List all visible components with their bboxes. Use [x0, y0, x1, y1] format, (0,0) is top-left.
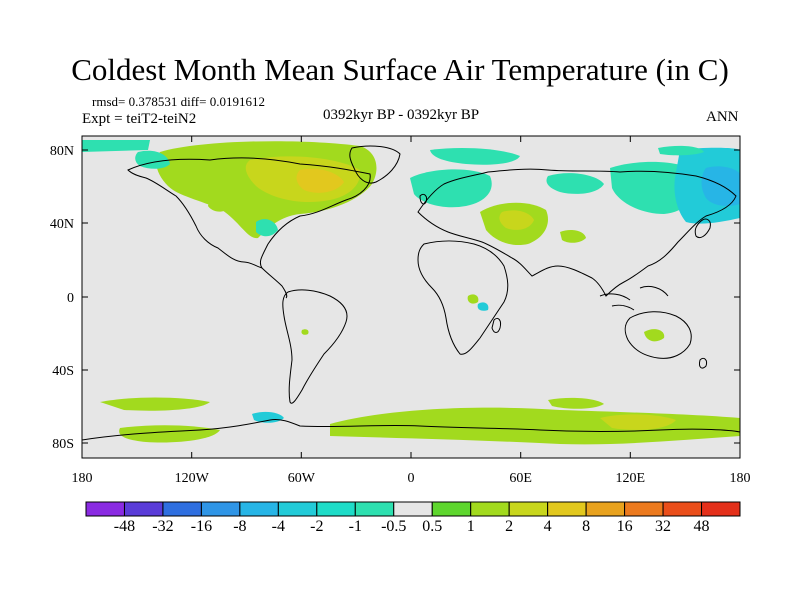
- colorbar-label: 16: [616, 518, 633, 535]
- colorbar-label: 2: [505, 518, 514, 535]
- cool-spot-us-east: [256, 219, 278, 237]
- experiment-label: Expt = teiT2-teiN2: [82, 111, 197, 127]
- y-tick-label: 80S: [52, 437, 74, 452]
- coastline-africa: [417, 240, 509, 355]
- colorbar-box: [585, 501, 626, 517]
- colorbar-box: [547, 501, 587, 517]
- colorbar-label: 1: [466, 518, 475, 535]
- coastline-madagascar: [491, 317, 501, 333]
- warm-spot-australia: [644, 329, 665, 342]
- rmsd-diff-stat: rmsd= 0.378531 diff= 0.0191612: [92, 94, 265, 109]
- coastline-central-america: [261, 267, 288, 299]
- x-tick-label: 60E: [509, 471, 532, 486]
- colorbar-box: [624, 501, 664, 517]
- warm-spot-pacific: [301, 329, 309, 335]
- colorbar-label: -0.5: [381, 518, 407, 535]
- colorbar-label: -1: [348, 518, 362, 535]
- coastline-maritime-se-asia: [599, 285, 669, 311]
- colorbar-box: [316, 501, 356, 517]
- colorbar-box: [393, 501, 433, 517]
- colorbar-box: [277, 501, 318, 517]
- x-axis-labels: 180 120W 60W 0 60E 120E 180: [72, 471, 751, 486]
- colorbar-box: [508, 501, 549, 517]
- x-tick-label: 120E: [616, 471, 646, 486]
- colorbar-label: -2: [310, 518, 324, 535]
- colorbar-box: [470, 501, 510, 517]
- colorbar-box: [701, 501, 741, 517]
- cool-region-north-atlantic: [410, 169, 492, 208]
- warm-spot-antarctic-east: [600, 414, 676, 430]
- y-tick-label: 0: [67, 291, 74, 306]
- colorbar-box: [662, 501, 703, 517]
- colorbar-label: 0.5: [422, 518, 443, 535]
- warm-spot-amery: [470, 409, 502, 419]
- colorbar-label: -32: [152, 518, 174, 535]
- colorbar-box: [200, 501, 241, 517]
- colorbar-box: [239, 501, 279, 517]
- coastlines: [82, 145, 740, 441]
- warm-spot-europe: [208, 194, 231, 212]
- season-label: ANN: [706, 109, 739, 125]
- x-tick-label: 120W: [175, 471, 210, 486]
- colorbar-box: [123, 501, 164, 517]
- x-tick-label: 180: [72, 471, 93, 486]
- cool-region-barents: [430, 148, 520, 165]
- cool-core-far-east: [701, 166, 740, 206]
- coastline-europe-asia: [417, 168, 737, 297]
- coastline-new-zealand: [699, 357, 707, 369]
- colorbar-label: -48: [113, 518, 136, 535]
- anomaly-fields: [82, 140, 740, 445]
- colorbar-label: 4: [543, 518, 552, 535]
- coastline-uk: [419, 193, 427, 205]
- colorbar-label: 48: [693, 518, 710, 535]
- colorbar-label: 8: [582, 518, 591, 535]
- colorbar-box: [162, 501, 202, 517]
- period-label: 0392kyr BP - 0392kyr BP: [323, 107, 480, 123]
- warm-band-antarctic-west: [119, 425, 220, 443]
- colorbar-label: -16: [190, 518, 213, 535]
- y-axis-labels: 80N 40N 0 40S 80S: [50, 144, 74, 452]
- colorbar-label: -4: [271, 518, 286, 535]
- cool-region-scandinavia: [546, 173, 604, 194]
- map-title: Coldest Month Mean Surface Air Temperatu…: [71, 52, 729, 87]
- x-axis-ticks: [81, 136, 741, 458]
- colorbar-box: [85, 501, 125, 517]
- cool-spot-east-africa: [477, 302, 489, 311]
- coastline-australia: [624, 311, 692, 359]
- colorbar: [85, 501, 741, 517]
- colorbar-label: 32: [655, 518, 672, 535]
- warm-spot-africa: [467, 294, 479, 304]
- warm-spot-canada: [296, 168, 344, 193]
- coastline-antarctica: [82, 419, 740, 441]
- colorbar-label: -8: [233, 518, 247, 535]
- coastline-japan: [694, 218, 711, 239]
- colorbar-box: [431, 501, 472, 517]
- y-tick-label: 40N: [50, 217, 74, 232]
- cool-spot-weddell: [252, 411, 284, 423]
- x-tick-label: 60W: [288, 471, 316, 486]
- y-tick-label: 40S: [52, 364, 74, 379]
- x-tick-label: 0: [408, 471, 415, 486]
- colorbar-box: [354, 501, 395, 517]
- cool-strip-okhotsk: [658, 145, 704, 156]
- warm-core-central-asia: [499, 210, 534, 230]
- coastline-greenland: [349, 145, 401, 184]
- warm-spot-east-asia: [560, 230, 586, 243]
- coastline-south-america: [282, 289, 348, 404]
- coastline-north-america: [127, 157, 371, 269]
- cool-strip-arctic-west: [82, 140, 150, 152]
- warm-patch-southern-ocean: [100, 397, 210, 411]
- y-tick-label: 80N: [50, 144, 74, 159]
- warm-patch-ross: [548, 397, 604, 409]
- y-axis-ticks: [82, 149, 740, 444]
- x-tick-label: 180: [730, 471, 751, 486]
